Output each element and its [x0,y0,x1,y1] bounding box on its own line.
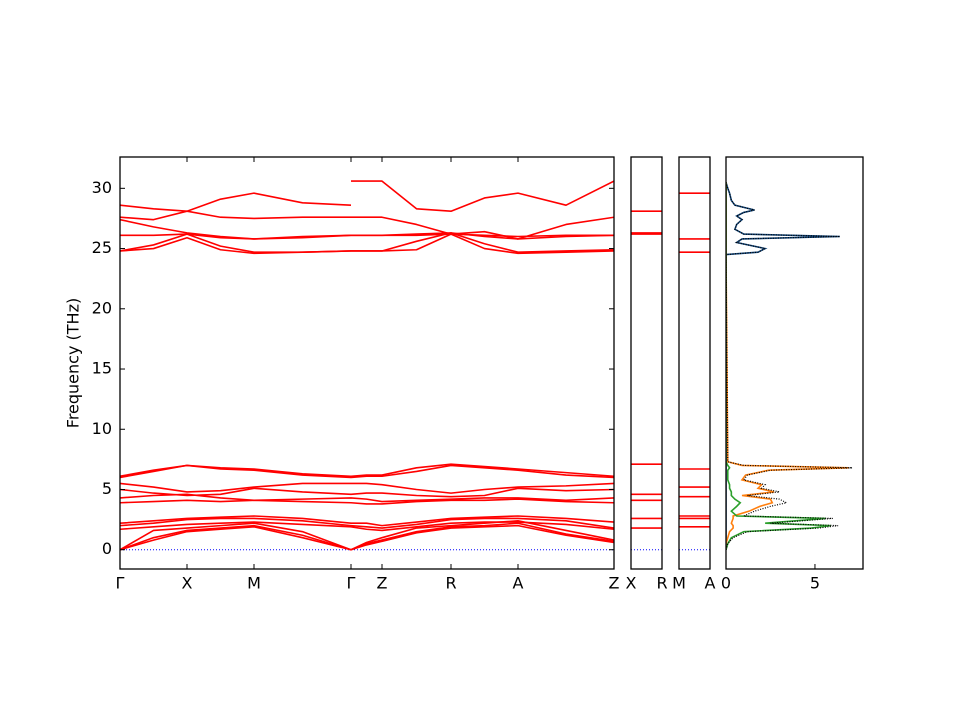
x-tick-label: A [705,574,716,593]
y-tick-label: 10 [92,419,112,438]
dos-line [726,182,853,550]
band-line [120,515,614,527]
x-tick-label: M [247,574,261,593]
y-tick-label: 25 [92,238,112,257]
band-line [120,524,614,551]
x-tick-label: X [182,574,193,593]
band-line [120,464,614,479]
x-tick-label: R [656,574,667,593]
x-tick-label: Γ [347,574,356,593]
band-line [120,192,352,213]
plot-area [631,210,662,551]
band-line [120,498,614,505]
plot-area [679,192,710,551]
x-tick-label: Z [609,574,620,593]
x-tick-label: R [445,574,456,593]
plot-area [726,182,853,550]
band-line [120,520,614,551]
x-tick-label: X [626,574,637,593]
band-line [120,517,614,529]
panel-frame [678,156,711,570]
x-tick-label: A [513,574,524,593]
band-line [120,493,614,503]
band-line [120,233,614,240]
y-tick-label: 15 [92,359,112,378]
band-line [120,482,614,494]
band-line [120,233,614,255]
panel-frame [630,156,663,570]
panel-frame [119,156,615,570]
y-tick-label: 0 [102,539,112,558]
dos-line [726,182,832,550]
x-tick-label: 0 [721,574,731,593]
plot-area [120,180,614,551]
band-line [120,522,614,551]
y-tick-label: 30 [92,178,112,197]
x-tick-label: Z [377,574,388,593]
y-axis-label: Frequency (THz) [64,298,83,428]
dos-line [726,182,840,550]
y-tick-label: 20 [92,298,112,317]
x-tick-label: Γ [116,574,125,593]
x-tick-label: M [672,574,686,593]
y-tick-label: 5 [102,479,112,498]
panel-frame [725,156,864,570]
band-line [351,180,614,213]
x-tick-label: 5 [810,574,820,593]
